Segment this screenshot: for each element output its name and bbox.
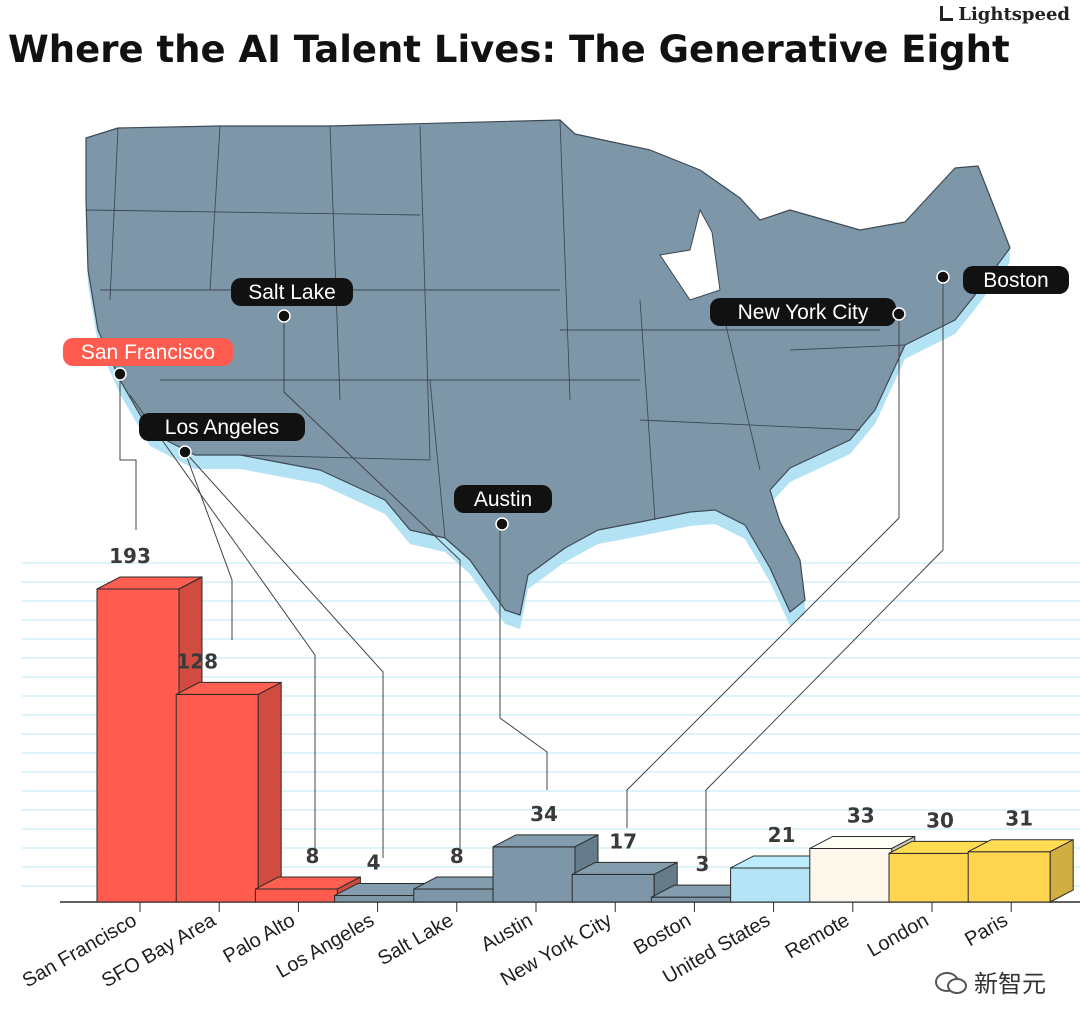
city-label-boston: Boston xyxy=(936,266,1069,294)
state-border xyxy=(559,119,571,401)
category-label: Remote xyxy=(782,909,854,963)
state-border xyxy=(85,209,421,216)
value-label: 21 xyxy=(768,823,796,847)
city-label-salt-lake: Salt Lake xyxy=(231,278,353,323)
bar-front xyxy=(413,888,497,903)
city-name: New York City xyxy=(738,301,869,324)
state-border xyxy=(789,344,906,351)
wechat-icon xyxy=(935,972,967,994)
state-border xyxy=(719,299,761,471)
value-label: 128 xyxy=(176,649,218,673)
city-label-new-york-city: New York City xyxy=(710,298,906,326)
category-label: Paris xyxy=(961,909,1011,951)
state-border xyxy=(239,454,431,461)
category-label: London xyxy=(864,909,933,961)
value-label: 33 xyxy=(847,803,875,827)
leader-line xyxy=(499,524,548,790)
bars xyxy=(96,576,1074,903)
leader-lines xyxy=(119,277,944,860)
brand-name: Lightspeed xyxy=(958,4,1070,25)
city-dot xyxy=(892,307,906,321)
value-label: 17 xyxy=(609,829,637,853)
leader-line xyxy=(129,394,316,848)
city-dot xyxy=(113,367,127,381)
bar-front xyxy=(334,895,418,903)
state-border xyxy=(429,379,446,539)
leader-line xyxy=(705,277,944,860)
city-label-san-francisco: San Francisco xyxy=(63,338,233,381)
category-label: Salt Lake xyxy=(374,909,457,970)
state-border xyxy=(329,125,341,401)
city-dot xyxy=(178,445,192,459)
city-pill xyxy=(710,298,896,326)
city-pill xyxy=(963,266,1069,294)
city-label-austin: Austin xyxy=(454,485,552,531)
bar-front xyxy=(175,693,259,903)
great-lakes xyxy=(659,208,721,301)
bar-front xyxy=(492,846,576,903)
bar-new-york-city xyxy=(571,861,678,903)
city-pill xyxy=(454,485,552,513)
city-pill xyxy=(139,413,305,441)
leader-line xyxy=(283,316,461,848)
city-dot xyxy=(936,270,950,284)
bar-sfo-bay-area xyxy=(175,681,282,903)
bar-front xyxy=(96,588,180,903)
lightspeed-logo-icon xyxy=(940,6,954,21)
bar-front xyxy=(730,867,814,903)
watermark-text: 新智元 xyxy=(974,970,1046,998)
city-pill xyxy=(63,338,233,366)
value-label: 3 xyxy=(695,852,709,876)
watermark: 新智元 xyxy=(934,964,1046,999)
city-name: San Francisco xyxy=(81,341,215,364)
value-label: 30 xyxy=(926,808,954,832)
city-label-los-angeles: Los Angeles xyxy=(139,413,305,459)
city-name: Salt Lake xyxy=(248,281,336,304)
state-border xyxy=(639,299,656,521)
map-city-labels: San Francisco Salt Lake Los Angeles Austin N… xyxy=(63,266,1069,531)
bar-front xyxy=(650,896,734,903)
city-name: Austin xyxy=(474,488,532,511)
state-border xyxy=(209,125,221,291)
value-labels: 193 128 8 4 8 34 17 3 21 33 30 31 xyxy=(109,544,1033,876)
bar-front xyxy=(888,852,972,903)
value-label: 31 xyxy=(1005,807,1033,831)
category-label: Austin xyxy=(477,909,536,956)
bar-front xyxy=(809,847,893,903)
city-dot xyxy=(277,309,291,323)
city-name: Los Angeles xyxy=(165,416,279,439)
leader-line xyxy=(119,374,137,530)
state-border xyxy=(109,127,119,301)
bar-side xyxy=(1049,838,1074,903)
category-label: Boston xyxy=(630,909,695,959)
state-border xyxy=(639,419,861,431)
us-map-shape xyxy=(85,119,1011,616)
brand-logo: Lightspeed xyxy=(940,4,1070,25)
state-border xyxy=(419,125,431,461)
bar-front xyxy=(967,851,1051,903)
us-map xyxy=(85,119,1011,629)
bar-paris xyxy=(967,838,1074,903)
bar-front xyxy=(571,873,655,903)
value-label: 34 xyxy=(530,802,558,826)
leader-line xyxy=(626,314,900,828)
chart-title: Where the AI Talent Lives: The Generativ… xyxy=(8,28,1010,71)
city-dot xyxy=(495,517,509,531)
value-label: 193 xyxy=(109,544,151,568)
bar-side xyxy=(257,681,282,903)
city-name: Boston xyxy=(983,269,1048,292)
leader-line xyxy=(184,451,384,858)
value-label: 8 xyxy=(450,844,464,868)
city-pill xyxy=(231,278,353,306)
value-label: 8 xyxy=(305,844,319,868)
bar-front xyxy=(254,888,338,903)
value-label: 4 xyxy=(367,851,381,875)
